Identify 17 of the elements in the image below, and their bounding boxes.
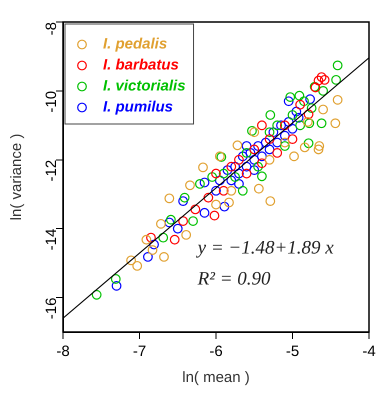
- legend-label: I. barbatus: [103, 56, 179, 74]
- x-tick-label: -4: [362, 343, 376, 360]
- x-tick-label: -5: [286, 343, 300, 360]
- annotation: R² = 0.90: [196, 268, 272, 290]
- x-axis-title: ln( mean ): [182, 369, 250, 386]
- annotation: y = −1.48+1.89 x: [196, 237, 334, 258]
- legend-label: I. pedalis: [103, 36, 168, 53]
- y-tick-label: -8: [43, 22, 60, 36]
- legend-label: I. pumilus: [103, 98, 174, 116]
- y-axis-title: ln( variance ): [8, 134, 26, 220]
- legend-label: I. victorialis: [103, 78, 186, 95]
- y-tick-label: -10: [43, 90, 60, 113]
- y-tick-label: -14: [43, 228, 60, 250]
- x-tick-label: -6: [209, 343, 223, 360]
- x-tick-label: -7: [132, 343, 146, 360]
- y-tick-label: -12: [43, 160, 60, 182]
- y-tick-label: -16: [43, 298, 60, 320]
